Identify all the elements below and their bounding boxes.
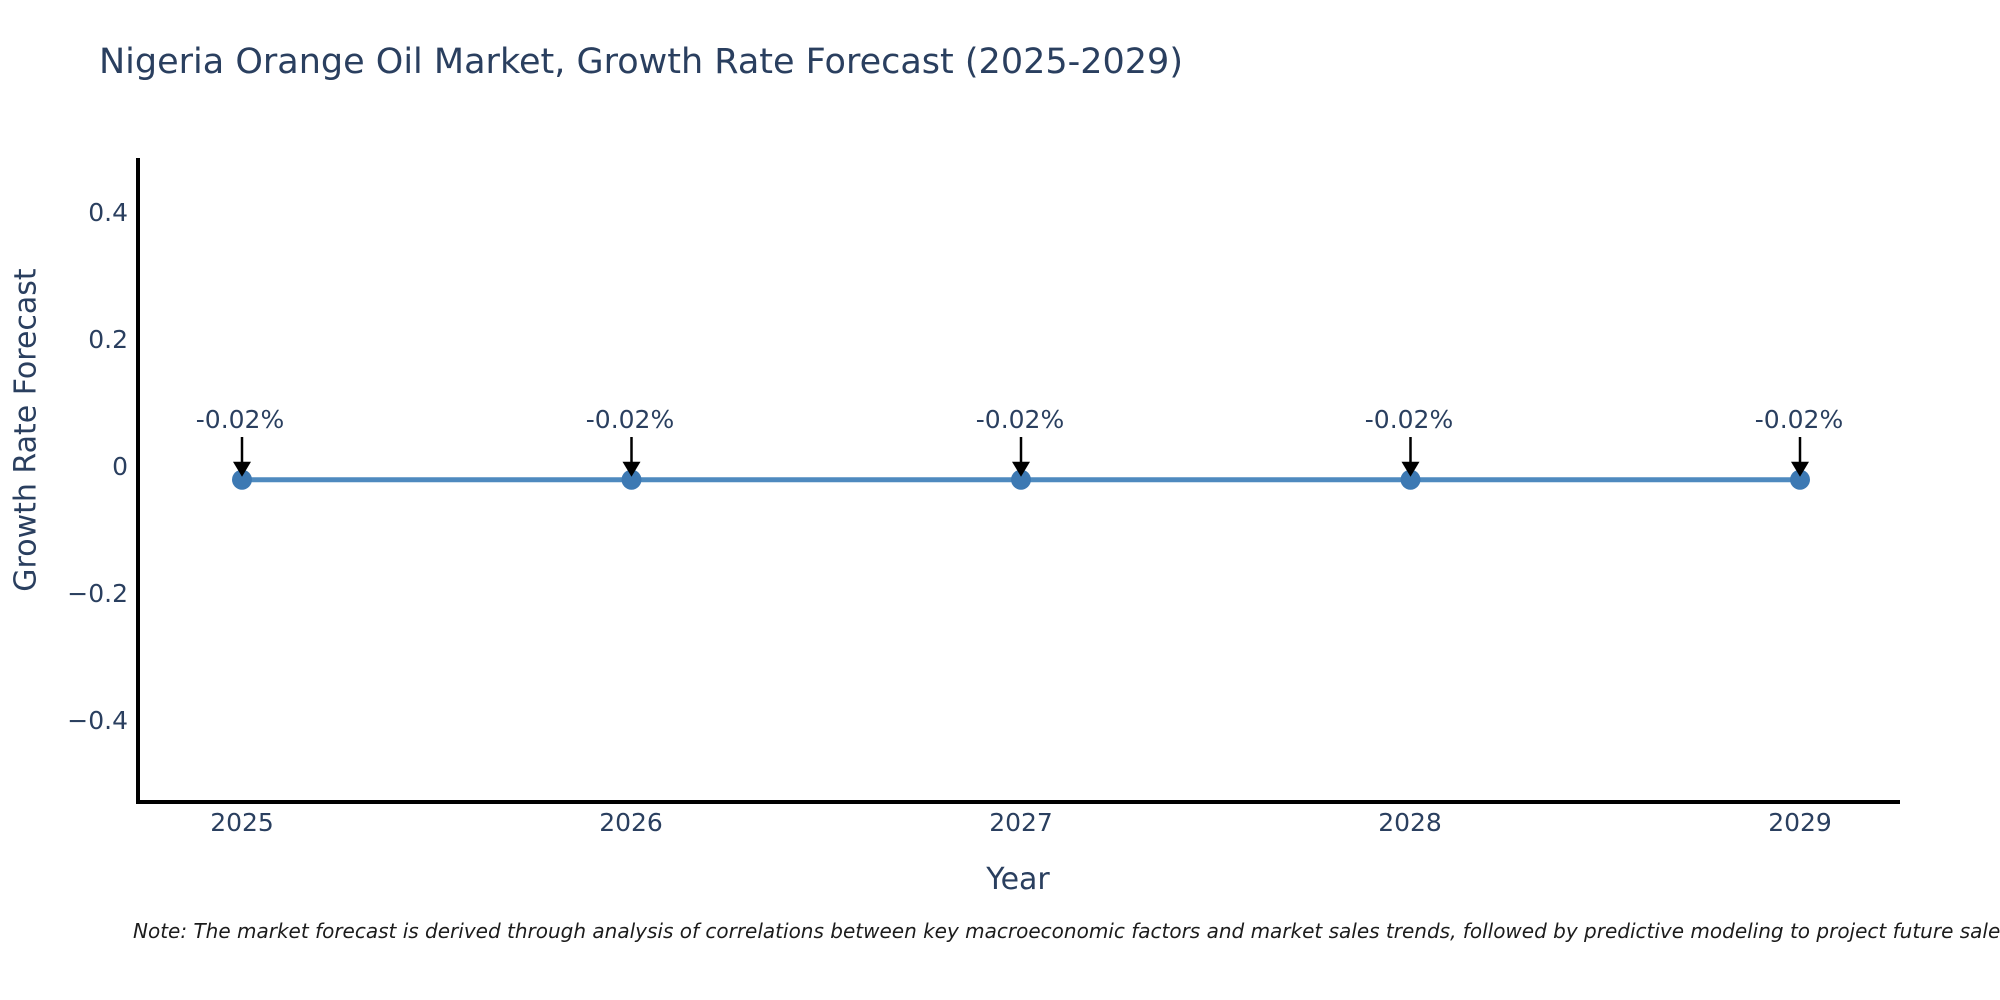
data-point-marker: [1011, 469, 1031, 490]
data-point-marker: [1400, 469, 1421, 490]
y-tick-label: −0.2: [67, 579, 128, 608]
point-value-label: -0.02%: [1364, 405, 1454, 434]
point-value-label: -0.02%: [975, 405, 1065, 434]
point-value-label: -0.02%: [195, 405, 285, 434]
y-tick-label: −0.4: [67, 706, 128, 735]
x-tick-label: 2028: [1378, 808, 1442, 837]
x-tick-label: 2029: [1768, 808, 1832, 837]
x-tick-label: 2025: [210, 808, 274, 837]
point-value-label: -0.02%: [1754, 405, 1844, 434]
data-point-marker: [1790, 469, 1810, 490]
chart-title: Nigeria Orange Oil Market, Growth Rate F…: [99, 42, 1183, 82]
y-axis-title: Growth Rate Forecast: [8, 268, 44, 592]
annotation-arrow-head-icon: [1791, 461, 1809, 477]
y-tick-label: 0: [112, 452, 128, 481]
footnote: Note: The market forecast is derived thr…: [133, 919, 2000, 943]
data-point-marker: [621, 469, 642, 490]
annotation-arrow-head-icon: [1012, 461, 1030, 477]
x-tick-label: 2026: [599, 808, 663, 837]
annotation-arrow-head-icon: [622, 461, 641, 477]
y-tick-label: 0.4: [88, 198, 128, 227]
x-tick-label: 2027: [989, 808, 1053, 837]
x-axis-title: Year: [986, 862, 1050, 897]
y-tick-label: 0.2: [88, 325, 128, 354]
point-value-label: -0.02%: [585, 405, 675, 434]
annotation-arrow-head-icon: [1401, 461, 1420, 477]
data-point-marker: [232, 469, 252, 490]
annotation-arrow-head-icon: [233, 461, 251, 477]
